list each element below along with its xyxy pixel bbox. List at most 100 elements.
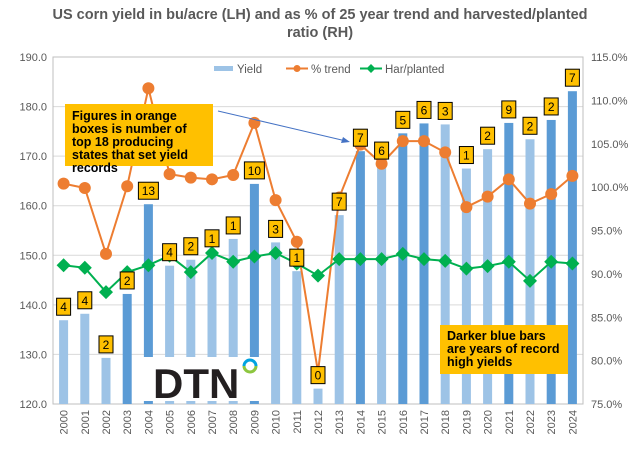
dark-bars-note: Darker blue bars are years of record hig… bbox=[440, 325, 568, 374]
trend-point bbox=[290, 235, 303, 248]
yield-bar bbox=[355, 151, 365, 404]
x-tick-label: 2015 bbox=[377, 410, 389, 434]
record-count-box bbox=[480, 126, 496, 145]
x-tick-label: 2002 bbox=[101, 410, 113, 434]
x-tick-label: 2023 bbox=[546, 410, 558, 434]
y2-tick-label: 115.0% bbox=[591, 52, 628, 64]
y2-tick-label: 100.0% bbox=[591, 182, 629, 194]
trend-point bbox=[269, 194, 282, 207]
har-planted-point bbox=[544, 254, 559, 269]
record-count-label: 3 bbox=[272, 222, 279, 236]
yield-bar bbox=[228, 238, 238, 404]
yield-bar bbox=[80, 313, 90, 404]
y2-tick-label: 80.0% bbox=[591, 356, 622, 368]
record-count-box bbox=[543, 97, 559, 116]
x-tick-label: 2003 bbox=[122, 410, 134, 434]
x-tick-label: 2006 bbox=[186, 410, 198, 434]
legend-swatch-yield bbox=[214, 66, 233, 71]
record-count-label: 3 bbox=[442, 104, 449, 118]
record-count-label: 2 bbox=[527, 119, 534, 133]
record-count-label: 1 bbox=[209, 232, 216, 246]
record-count-box bbox=[352, 128, 368, 147]
y-tick-label: 180.0 bbox=[19, 102, 47, 114]
record-count-box bbox=[331, 192, 347, 211]
record-count-box bbox=[98, 335, 114, 354]
yield-bar bbox=[186, 259, 196, 404]
record-count-label: 2 bbox=[548, 100, 555, 114]
y-tick-label: 140.0 bbox=[19, 300, 47, 312]
yield-bar bbox=[377, 164, 387, 404]
record-count-box bbox=[56, 297, 72, 316]
logo-circle-top bbox=[242, 358, 258, 367]
record-count-box bbox=[183, 237, 199, 256]
record-count-label: 1 bbox=[293, 251, 300, 265]
yield-bar bbox=[249, 183, 259, 404]
record-count-label: 1 bbox=[463, 149, 470, 163]
x-tick-label: 2014 bbox=[355, 410, 367, 434]
yield-bar bbox=[567, 91, 577, 404]
trend-point bbox=[460, 201, 473, 214]
trend-point bbox=[566, 169, 579, 182]
x-tick-label: 2024 bbox=[567, 410, 579, 434]
har-planted-point bbox=[183, 265, 198, 280]
orange-boxes-note: Figures in orange boxes is number of top… bbox=[65, 104, 213, 175]
trend-point bbox=[184, 171, 197, 184]
yield-bar bbox=[334, 215, 344, 404]
record-count-label: 4 bbox=[60, 300, 67, 314]
record-count-box bbox=[162, 243, 178, 262]
trend-point bbox=[163, 168, 176, 181]
record-count-label: 0 bbox=[315, 369, 322, 383]
y2-tick-label: 85.0% bbox=[591, 312, 622, 324]
har-planted-point bbox=[417, 252, 431, 267]
arrow-head-icon bbox=[341, 137, 350, 143]
legend-label: Yield bbox=[237, 64, 262, 76]
record-count-box bbox=[119, 271, 135, 290]
x-tick-label: 2007 bbox=[207, 410, 219, 434]
y-tick-label: 120.0 bbox=[19, 399, 47, 411]
x-tick-label: 2009 bbox=[249, 410, 261, 434]
record-count-label: 7 bbox=[336, 195, 343, 209]
har-planted-point bbox=[311, 268, 325, 283]
logo-circle-bottom bbox=[242, 365, 258, 374]
x-tick-label: 2008 bbox=[228, 410, 240, 434]
trend-point bbox=[206, 173, 218, 186]
har-planted-point bbox=[226, 254, 241, 269]
x-tick-label: 2017 bbox=[419, 410, 431, 434]
x-tick-label: 2010 bbox=[271, 410, 283, 434]
record-count-label: 4 bbox=[81, 294, 88, 308]
har-planted-point bbox=[523, 273, 537, 288]
chart-title: US corn yield in bu/acre (LH) and as % o… bbox=[52, 7, 588, 41]
x-tick-label: 2001 bbox=[80, 410, 92, 434]
record-count-box bbox=[243, 161, 265, 180]
trend-point bbox=[100, 247, 112, 260]
yield-bar bbox=[165, 265, 175, 404]
x-tick-label: 2022 bbox=[525, 410, 537, 434]
record-count-label: 7 bbox=[569, 71, 576, 85]
record-count-label: 9 bbox=[505, 103, 512, 117]
record-count-box bbox=[374, 141, 390, 160]
record-count-label: 2 bbox=[103, 338, 110, 352]
record-count-label: 7 bbox=[357, 131, 364, 145]
yield-bar bbox=[101, 357, 111, 404]
record-count-box bbox=[137, 181, 159, 200]
x-tick-label: 2000 bbox=[59, 410, 71, 434]
record-count-box bbox=[268, 219, 284, 238]
har-planted-point bbox=[501, 254, 516, 269]
legend-marker bbox=[293, 65, 301, 72]
yield-bar bbox=[122, 293, 132, 404]
record-count-label: 6 bbox=[378, 144, 385, 158]
x-tick-label: 2012 bbox=[313, 410, 325, 434]
record-count-box bbox=[458, 146, 474, 165]
har-planted-point bbox=[459, 261, 474, 276]
trend-point bbox=[121, 180, 134, 193]
y-tick-label: 170.0 bbox=[19, 151, 47, 163]
har-planted-point bbox=[99, 285, 113, 300]
yield-bar bbox=[313, 388, 323, 404]
x-tick-label: 2004 bbox=[143, 410, 155, 434]
har-planted-point bbox=[353, 252, 368, 267]
har-planted-point bbox=[141, 258, 156, 273]
x-tick-label: 2019 bbox=[461, 410, 473, 434]
y2-tick-label: 95.0% bbox=[591, 226, 622, 238]
